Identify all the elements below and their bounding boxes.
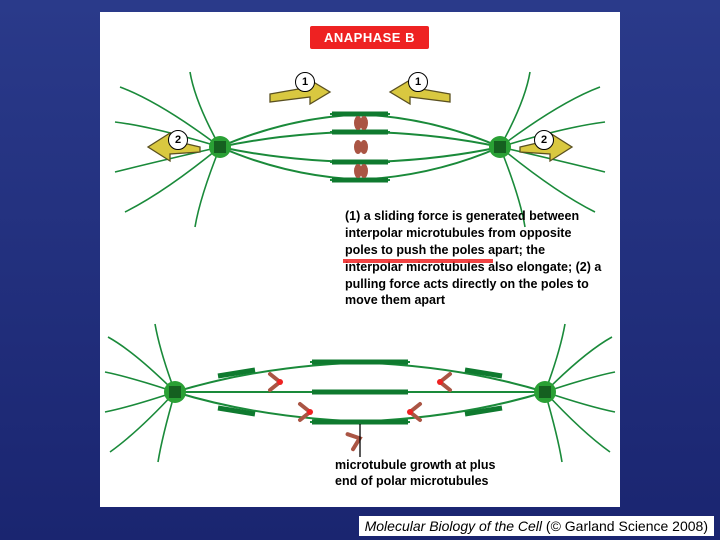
force-label-1-left: 1 <box>295 72 315 92</box>
force-label-2-right: 2 <box>534 130 554 150</box>
figure-panel: ANAPHASE B <box>100 12 620 507</box>
citation: Molecular Biology of the Cell (© Garland… <box>359 516 714 536</box>
bottom-caption: microtubule growth at plus end of polar … <box>335 457 515 490</box>
anaphase-title-badge: ANAPHASE B <box>310 26 429 49</box>
red-underline-accent <box>343 259 493 263</box>
force-label-2-left: 2 <box>168 130 188 150</box>
citation-title: Molecular Biology of the Cell <box>365 518 542 534</box>
citation-attr: (© Garland Science 2008) <box>542 518 708 534</box>
force-label-1-right: 1 <box>408 72 428 92</box>
